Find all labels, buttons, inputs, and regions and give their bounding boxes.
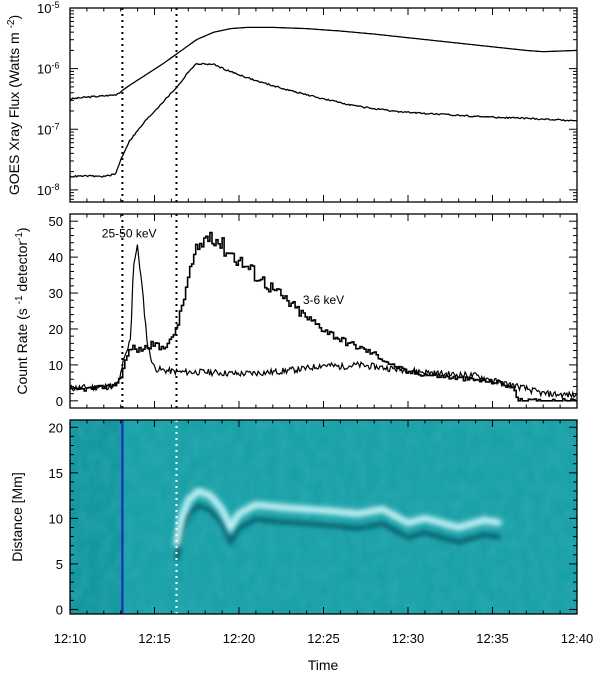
rhessi-series-line bbox=[70, 244, 577, 400]
goes-y-tick-base: 10 bbox=[37, 62, 51, 77]
x-tick-label: 12:25 bbox=[307, 631, 340, 646]
rhessi-y-tick-label: 20 bbox=[49, 322, 63, 337]
heatmap-y-tick-label: 20 bbox=[49, 420, 63, 435]
rhessi-frame bbox=[69, 213, 578, 409]
x-tick-label: 12:10 bbox=[54, 631, 87, 646]
rhessi-curves bbox=[70, 231, 577, 402]
rhessi-panel: 0 10 20 30 40 50 Count Rate (s -1 detector-1)… bbox=[14, 213, 578, 409]
goes-y-tick-exp: -8 bbox=[51, 182, 59, 192]
rhessi-ylabel-mid: detector bbox=[14, 241, 30, 296]
goes-y-tick-base: 10 bbox=[37, 183, 51, 198]
x-tick-label: 12:35 bbox=[476, 631, 509, 646]
heatmap-y-tick-label: 5 bbox=[56, 557, 63, 572]
heatmap-markers bbox=[121, 420, 178, 614]
goes-y-tick-base: 10 bbox=[37, 122, 51, 137]
heatmap-image bbox=[70, 420, 577, 614]
goes-y-tick-label: 10-7 bbox=[37, 121, 59, 137]
goes-y-tick-base: 10 bbox=[37, 1, 51, 16]
rhessi-y-tick-label: 10 bbox=[49, 358, 63, 373]
x-axis-label: Time bbox=[308, 657, 339, 673]
heatmap-noise bbox=[70, 420, 577, 614]
goes-y-tick-exp: -7 bbox=[51, 121, 59, 131]
rhessi-annotation: 3-6 keV bbox=[303, 293, 344, 307]
heatmap-ticks: 0 5 10 15 20 bbox=[49, 420, 578, 617]
goes-series-line bbox=[70, 62, 577, 178]
goes-ticks: 10-810-710-610-5 bbox=[37, 0, 578, 202]
heatmap-ylabel: Distance [Mm] bbox=[9, 472, 25, 561]
x-tick-label: 12:40 bbox=[561, 631, 594, 646]
rhessi-ticks: 0 10 20 30 40 50 bbox=[49, 214, 578, 409]
x-tick-labels: 12:10 12:15 12:20 12:25 12:30 12:35 12:40 bbox=[54, 631, 594, 646]
goes-ylabel-sup: -2 bbox=[6, 19, 17, 28]
goes-y-tick-label: 10-6 bbox=[37, 61, 59, 77]
goes-markers bbox=[121, 8, 178, 202]
rhessi-annotation: 25-50 keV bbox=[102, 226, 157, 240]
goes-y-tick-label: 10-5 bbox=[37, 0, 59, 16]
rhessi-ylabel: Count Rate (s -1 detector-1) bbox=[14, 227, 31, 394]
x-tick-label: 12:15 bbox=[138, 631, 171, 646]
rhessi-ylabel-sup2: -1 bbox=[14, 232, 25, 241]
heatmap-ridge-shadow bbox=[174, 502, 502, 561]
goes-panel: 10-810-710-610-5 GOES Xray Flux (Watts m… bbox=[6, 0, 578, 203]
rhessi-ylabel-main: Count Rate (s bbox=[14, 308, 30, 394]
goes-y-tick-exp: -5 bbox=[51, 0, 59, 10]
goes-ylabel: GOES Xray Flux (Watts m -2) bbox=[6, 15, 23, 195]
goes-curves bbox=[70, 26, 577, 178]
heatmap-ridge bbox=[173, 486, 502, 561]
goes-y-tick-label: 10-8 bbox=[37, 182, 59, 198]
heatmap-y-tick-label: 10 bbox=[49, 511, 63, 526]
goes-ylabel-tail: ) bbox=[6, 15, 22, 20]
heatmap-y-tick-label: 15 bbox=[49, 466, 63, 481]
heatmap-y-tick-label: 0 bbox=[56, 602, 63, 617]
x-tick-label: 12:30 bbox=[392, 631, 425, 646]
rhessi-y-tick-label: 0 bbox=[56, 394, 63, 409]
rhessi-ylabel-tail: ) bbox=[14, 227, 30, 232]
goes-ylabel-main: GOES Xray Flux (Watts m bbox=[6, 32, 22, 195]
heatmap-ridge-core bbox=[175, 489, 502, 546]
goes-series-line bbox=[70, 26, 577, 100]
rhessi-ylabel-sup1: -1 bbox=[14, 295, 25, 304]
heatmap-panel: 0 5 10 15 20 Distance [Mm] bbox=[9, 419, 578, 617]
goes-y-tick-exp: -6 bbox=[51, 61, 59, 71]
rhessi-y-tick-label: 40 bbox=[49, 250, 63, 265]
rhessi-markers bbox=[121, 214, 178, 408]
goes-frame bbox=[69, 7, 578, 203]
rhessi-y-tick-label: 50 bbox=[49, 214, 63, 229]
rhessi-series-line bbox=[70, 231, 577, 402]
rhessi-y-tick-label: 30 bbox=[49, 286, 63, 301]
x-tick-label: 12:20 bbox=[223, 631, 256, 646]
